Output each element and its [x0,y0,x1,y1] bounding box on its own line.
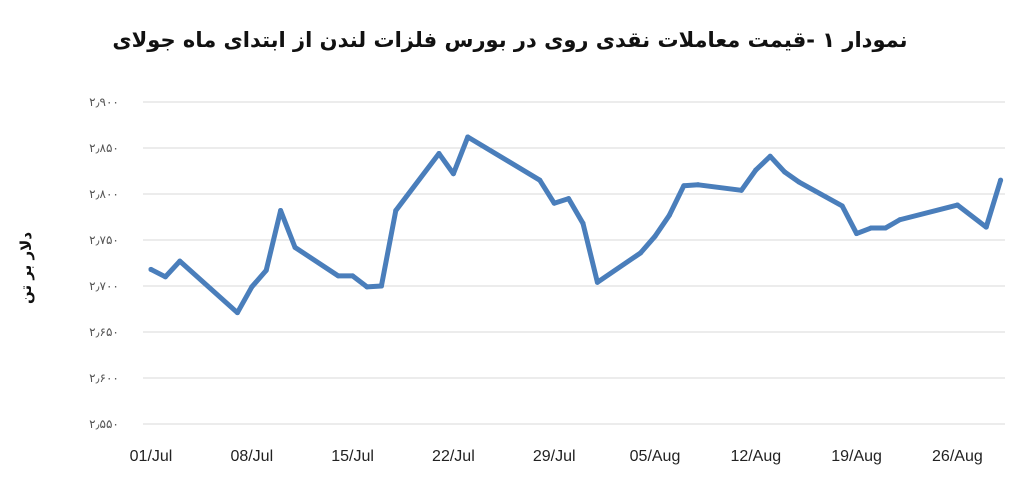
x-tick-label: 29/Jul [533,448,576,465]
data-point [998,177,1004,183]
data-point [450,171,456,177]
data-point [767,153,773,159]
y-tick-label: ۲٫۵۵۰ [89,417,119,431]
x-tick-label: 05/Aug [630,448,681,465]
data-point [566,196,572,202]
data-point [364,284,370,290]
x-tick-label: 19/Aug [831,448,882,465]
y-tick-label: ۲٫۶۵۰ [89,325,119,339]
data-point [868,225,874,231]
data-point [681,183,687,189]
x-tick-label: 22/Jul [432,448,475,465]
data-point [782,169,788,175]
data-point [148,266,154,272]
data-point [465,134,471,140]
data-point [753,167,759,173]
data-point [378,283,384,289]
data-point [882,225,888,231]
data-point [537,177,543,183]
data-point [177,258,183,264]
data-point [335,273,341,279]
data-point [350,273,356,279]
data-point [666,212,672,218]
data-point [954,202,960,208]
data-point [249,284,255,290]
data-point [652,233,658,239]
data-point [854,231,860,237]
data-point [983,224,989,230]
data-point [162,274,168,280]
data-point [393,208,399,214]
y-tick-label: ۲٫۸۰۰ [89,187,119,201]
data-point [234,310,240,316]
data-point [796,179,802,185]
x-tick-label: 15/Jul [331,448,374,465]
y-tick-label: ۲٫۷۰۰ [89,279,119,293]
data-point [897,217,903,223]
data-point [695,182,701,188]
data-point [638,250,644,256]
data-point [738,187,744,193]
y-tick-label: ۲٫۸۵۰ [89,141,119,155]
data-point [580,220,586,226]
y-tick-label: ۲٫۷۵۰ [89,233,119,247]
y-tick-label: ۲٫۹۰۰ [89,95,119,109]
x-tick-label: 08/Jul [230,448,273,465]
data-point [551,200,557,206]
data-point [263,267,269,273]
data-point [594,279,600,285]
x-tick-label: 12/Aug [730,448,781,465]
chart-title: نمودار ۱ -قیمت معاملات نقدی روی در بورس … [112,28,908,52]
x-tick-label: 26/Aug [932,448,983,465]
x-tick-label: 01/Jul [130,448,173,465]
data-point [839,203,845,209]
data-point [292,244,298,250]
data-point [436,151,442,157]
data-point [278,208,284,214]
y-tick-label: ۲٫۶۰۰ [89,371,119,385]
